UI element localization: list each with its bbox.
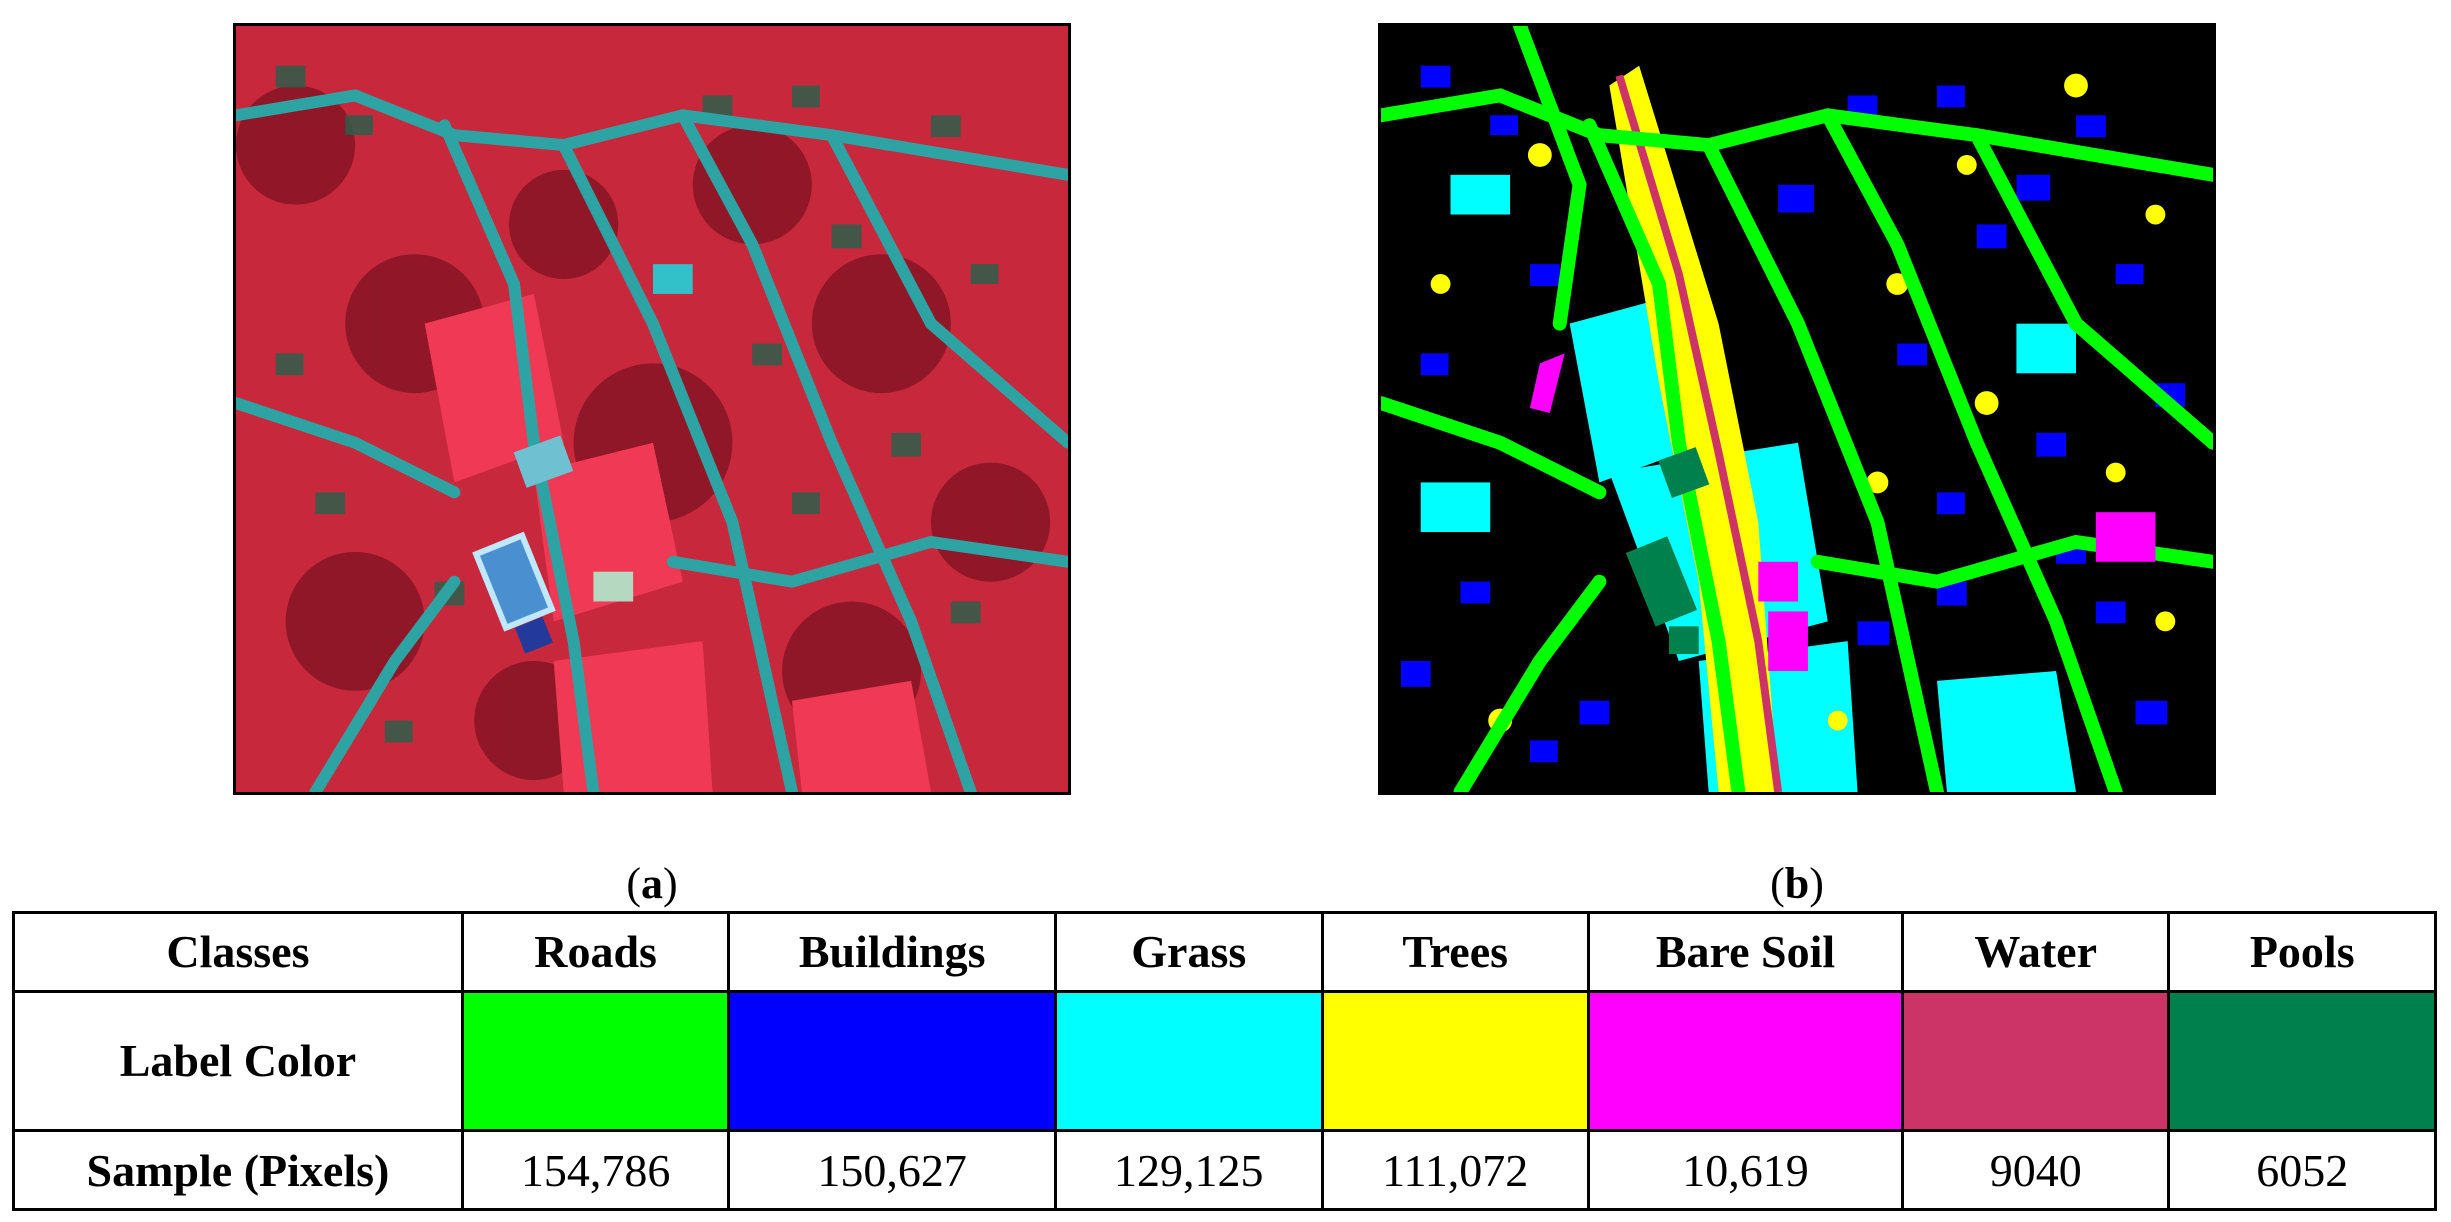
label-color-row-header: Label Color [12, 989, 464, 1133]
caption-b-letter: b [1784, 859, 1810, 908]
sample-pixels-row-header: Sample (Pixels) [12, 1129, 464, 1211]
color-swatch-roads [463, 992, 728, 1130]
sample-count-bare-soil: 10,619 [1586, 1129, 1905, 1211]
swatch-pools [2167, 989, 2437, 1133]
legend-color-row: Label Color [12, 989, 2437, 1133]
caption-a-letter: a [641, 859, 663, 908]
aerial-image-graphic [236, 26, 1068, 792]
color-swatch-bare-soil [1589, 992, 1901, 1130]
swatch-roads [460, 989, 731, 1133]
label-map-graphic [1381, 26, 2213, 792]
class-name-roads: Roads [460, 911, 731, 993]
legend-sample-row: Sample (Pixels) 154,786 150,627 129,125 … [12, 1129, 2437, 1211]
caption-a-close-paren: ) [663, 859, 678, 908]
class-name-bare-soil: Bare Soil [1586, 911, 1905, 993]
caption-b-close-paren: ) [1809, 859, 1824, 908]
sample-count-buildings: 150,627 [727, 1129, 1058, 1211]
color-swatch-trees [1323, 992, 1587, 1130]
class-name-grass: Grass [1054, 911, 1324, 993]
swatch-buildings [727, 989, 1058, 1133]
class-name-buildings: Buildings [727, 911, 1058, 993]
color-swatch-grass [1057, 992, 1321, 1130]
false-color-aerial-image [233, 23, 1071, 795]
sample-count-grass: 129,125 [1054, 1129, 1324, 1211]
panel-b-caption: (b) [1697, 862, 1897, 906]
class-name-pools: Pools [2167, 911, 2437, 993]
color-swatch-buildings [730, 992, 1055, 1130]
legend-header-row: Classes Roads Buildings Grass Trees Bare… [12, 911, 2437, 993]
swatch-water [1900, 989, 2171, 1133]
color-swatch-pools [2170, 992, 2434, 1130]
sample-count-water: 9040 [1900, 1129, 2171, 1211]
classified-label-map [1378, 23, 2216, 795]
panel-a-caption: (a) [552, 862, 752, 906]
color-swatch-water [1904, 992, 2168, 1130]
sample-count-trees: 111,072 [1320, 1129, 1590, 1211]
swatch-grass [1054, 989, 1324, 1133]
swatch-trees [1320, 989, 1590, 1133]
caption-b-open-paren: ( [1770, 859, 1785, 908]
swatch-bare-soil [1586, 989, 1905, 1133]
caption-a-open-paren: ( [626, 859, 641, 908]
class-legend-table: Classes Roads Buildings Grass Trees Bare… [12, 911, 2437, 1211]
sample-count-roads: 154,786 [460, 1129, 731, 1211]
class-name-water: Water [1900, 911, 2171, 993]
classes-header: Classes [12, 911, 464, 993]
class-name-trees: Trees [1320, 911, 1590, 993]
sample-count-pools: 6052 [2167, 1129, 2437, 1211]
